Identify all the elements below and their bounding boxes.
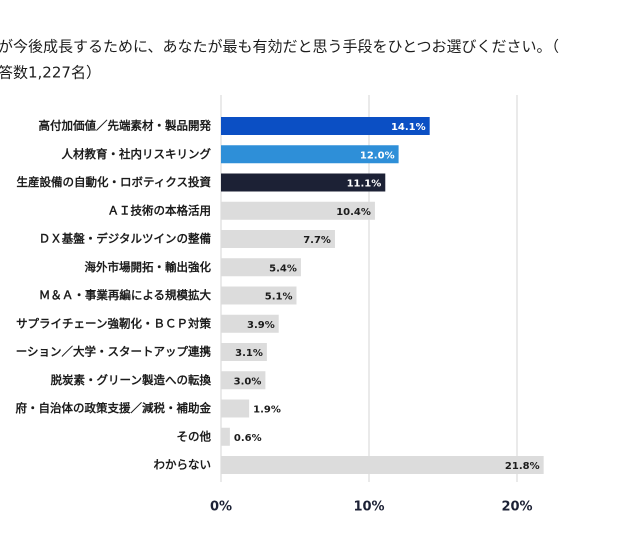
category-label: ＡＩ技術の本格活用: [108, 203, 212, 217]
value-label: 5.1%: [265, 292, 293, 303]
x-tick-label: 20%: [501, 500, 532, 515]
value-label: 1.9%: [253, 405, 281, 416]
category-label: 府・自治体の政策支援／減税・補助金: [16, 401, 212, 415]
category-label: 高付加価値／先端素材・製品開発: [39, 119, 212, 133]
category-label: 生産設備の自動化・ロボティクス投資: [17, 175, 212, 189]
value-label: 5.4%: [269, 263, 297, 274]
category-label: 脱炭素・グリーン製造への転換: [51, 373, 212, 387]
x-tick-label: 0%: [210, 500, 232, 515]
value-label: 3.1%: [235, 348, 263, 359]
category-label: Ｍ＆Ａ・事業再編による規模拡大: [39, 288, 212, 302]
bar: [221, 286, 297, 305]
category-label: ーション／大学・スタートアップ連携: [16, 345, 212, 359]
bar: [221, 230, 335, 248]
chart-title: が今後成長するために、あなたが最も有効だと思う手段をひとつお選びください。（: [0, 38, 559, 56]
bar: [221, 399, 250, 418]
bar: [221, 145, 399, 164]
value-label: 10.4%: [336, 207, 371, 218]
value-label: 3.0%: [234, 376, 262, 387]
value-label: 7.7%: [303, 235, 331, 246]
category-label: 人材教育・社内リスキリング: [62, 147, 212, 161]
value-label: 0.6%: [234, 433, 262, 444]
bar: [221, 456, 544, 474]
value-label: 14.1%: [391, 122, 426, 133]
value-label: 12.0%: [360, 150, 395, 161]
bar: [221, 258, 301, 277]
bar: [221, 117, 430, 135]
category-label: サプライチェーン強靭化・ＢＣＰ対策: [16, 316, 211, 330]
bar: [221, 201, 375, 220]
bar: [221, 173, 386, 192]
value-label: 11.1%: [347, 179, 382, 190]
category-label: わからない: [154, 458, 212, 472]
category-label: その他: [177, 429, 212, 443]
category-label: 海外市場開拓・輸出強化: [85, 260, 212, 274]
x-tick-label: 10%: [353, 500, 384, 515]
bar: [221, 314, 279, 333]
value-label: 21.8%: [505, 461, 540, 472]
category-label: ＤＸ基盤・デジタルツインの整備: [39, 232, 212, 246]
bar: [221, 343, 267, 361]
bar: [221, 427, 230, 446]
bar: [221, 371, 266, 390]
value-label: 3.9%: [247, 320, 275, 331]
chart-title: 答数1,227名）: [0, 64, 101, 82]
